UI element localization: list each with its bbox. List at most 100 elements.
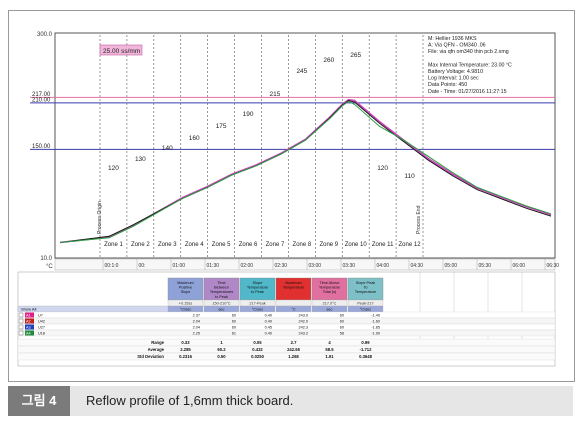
- zone-setpoint: 120: [377, 165, 388, 172]
- table-header-text: to Peak: [251, 290, 264, 294]
- row-value: 60: [232, 326, 236, 330]
- zone-setpoint: 140: [162, 145, 173, 152]
- info-line: Date - Time: 01/27/2016 11:27:15: [428, 89, 507, 95]
- zone-label: Zone 10: [345, 242, 368, 248]
- figure-caption: 그림 4 Reflow profile of 1,6mm thick board…: [8, 386, 573, 416]
- table-header-text: Temperature: [247, 286, 268, 290]
- row-value: 60: [340, 314, 344, 318]
- row-value: 0.40: [265, 320, 272, 324]
- show-all-row[interactable]: [17, 305, 169, 313]
- row-checkbox[interactable]: [18, 330, 24, 336]
- row-value: 0.40: [265, 314, 272, 318]
- time-tick-label: 00:1:0: [105, 263, 119, 269]
- zone-setpoint: 265: [350, 52, 361, 59]
- zone-label: Zone 4: [185, 242, 204, 248]
- table-sub2-text: °C/sec: [180, 308, 191, 312]
- row-value: 242.0: [298, 320, 308, 324]
- zone-label: Zone 8: [293, 242, 312, 248]
- ref-label-150: 150.00: [32, 144, 51, 150]
- table-row: [17, 329, 556, 337]
- row-checkbox[interactable]: [18, 324, 24, 330]
- ref-label-210: 210.00: [32, 97, 51, 103]
- table-header-text: Time: [217, 281, 225, 285]
- stats-value: 0.0250: [251, 354, 264, 359]
- zone-setpoint: 130: [135, 156, 146, 163]
- time-tick-label: 05:00: [445, 263, 458, 269]
- row-name: U18: [38, 332, 45, 336]
- row-color-badge: [25, 312, 34, 318]
- y-unit: °C: [46, 264, 53, 270]
- table-sub1-text: +0.15ss: [179, 302, 193, 306]
- zone-setpoint: 260: [323, 57, 334, 64]
- info-line: Battery Voltage: 4.9810: [428, 69, 483, 75]
- zone-label: Zone 2: [131, 242, 150, 248]
- y-tick-bottom: 10.0: [40, 256, 52, 262]
- zone-setpoint: 190: [243, 111, 254, 118]
- table-header-text: Temperature: [355, 290, 376, 294]
- row-color-badge: [25, 324, 34, 330]
- stats-value: 2.285: [180, 347, 191, 352]
- row-value: 243.0: [298, 314, 308, 318]
- info-line: File: via qfn om340 thin pcb 2.xmg: [428, 49, 509, 55]
- table-header-text: Slope: [181, 290, 191, 294]
- stats-value: 0.99: [361, 340, 370, 345]
- row-value: 61: [232, 332, 236, 336]
- row-name: U7: [38, 314, 43, 318]
- time-tick-label: 05:30: [479, 263, 492, 269]
- row-id: A1: [26, 314, 31, 318]
- stats-value: 58.5: [325, 347, 334, 352]
- zone-label: Zone 11: [372, 242, 394, 248]
- show-all-label: Show All: [21, 307, 36, 312]
- row-checkbox[interactable]: [18, 318, 24, 324]
- row-name: U42: [38, 320, 45, 324]
- time-tick-label: 03:00: [309, 263, 322, 269]
- row-value: -1.90: [371, 332, 380, 336]
- row-color-badge: [25, 318, 34, 324]
- zone-label: Zone 5: [212, 242, 231, 248]
- figure-number: 그림 4: [8, 386, 70, 416]
- table-sub2-text: °C/sec: [252, 308, 263, 312]
- row-value: 60: [340, 320, 344, 324]
- table-sub2-text: sec: [219, 308, 225, 312]
- stats-value: 1.268: [288, 354, 299, 359]
- table-header-text: Positive: [179, 286, 192, 290]
- table-header-text: Maximum: [285, 281, 301, 285]
- table-header-text: Temperature: [319, 286, 340, 290]
- info-line: Max Internal Temperature: 23.00 °C: [428, 62, 512, 68]
- stats-value: 0.05: [253, 340, 262, 345]
- table-header-text: Between: [214, 286, 229, 290]
- row-value: 2.04: [193, 326, 200, 330]
- time-tick-label: 01:00: [173, 263, 186, 269]
- stats-value: 1.91: [325, 354, 334, 359]
- row-value: -1.40: [371, 314, 380, 318]
- row-value: 58: [340, 332, 344, 336]
- zone-setpoint: 160: [189, 135, 200, 142]
- table-header-text: To: [363, 286, 367, 290]
- stats-value: -1.712: [360, 347, 373, 352]
- stats-value: 242.65: [287, 347, 300, 352]
- time-tick-label: 03:30: [343, 263, 356, 269]
- info-line: Log Interval: 1.00 sec: [428, 76, 479, 82]
- table-header-text: Temperature: [283, 286, 304, 290]
- stats-label: Std Deviation: [137, 354, 164, 359]
- time-tick-label: 04:00: [377, 263, 390, 269]
- table-header-text: Total (s): [323, 290, 337, 294]
- series-line-3: [59, 100, 552, 243]
- zone-setpoint: 120: [108, 165, 119, 172]
- table-header-text: to Peak: [215, 295, 228, 299]
- table-header-text: Time Above: [320, 281, 340, 285]
- table-header-text: Slope Peak: [356, 281, 376, 285]
- stats-row: [17, 338, 556, 347]
- stats-value: 0.3648: [359, 354, 372, 359]
- zone-setpoint: 175: [216, 123, 227, 130]
- info-line: M: Hellier 1936 MKS: [428, 36, 477, 42]
- stats-label: Range: [151, 340, 164, 345]
- time-tick-label: 04:30: [411, 263, 424, 269]
- process-end-label: Process End: [416, 205, 422, 234]
- table-sub1-cell: [275, 299, 312, 307]
- table-sub1-text: Peak-217: [357, 302, 373, 306]
- stats-value: 4: [328, 340, 331, 345]
- stats-row: [17, 352, 556, 361]
- row-checkbox[interactable]: [18, 312, 24, 318]
